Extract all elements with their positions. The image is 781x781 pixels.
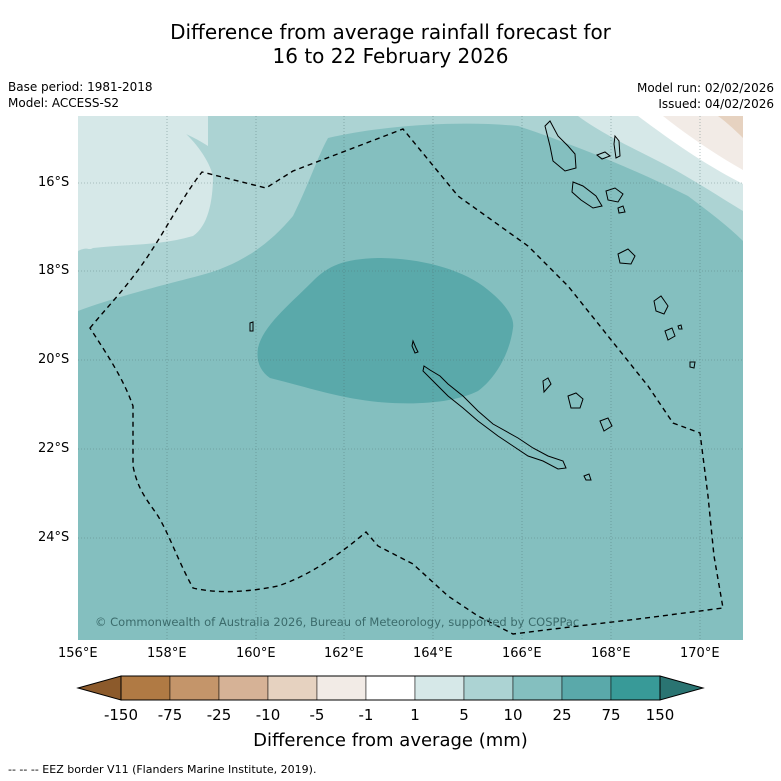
rainfall-map: © Commonwealth of Australia 2026, Bureau… [78, 116, 743, 640]
lon-tick-170e: 170°E [680, 646, 720, 661]
lat-tick-20s: 20°S [38, 352, 69, 367]
lat-tick-18s: 18°S [38, 263, 69, 278]
colorbar-segment [611, 676, 660, 700]
lon-tick-168e: 168°E [591, 646, 631, 661]
lat-tick-16s: 16°S [38, 175, 69, 190]
colorbar-segment [268, 676, 317, 700]
colorbar [0, 670, 781, 710]
title-line-1: Difference from average rainfall forecas… [0, 20, 781, 44]
copyright-text: © Commonwealth of Australia 2026, Bureau… [95, 615, 579, 629]
colorbar-xlabel: Difference from average (mm) [0, 730, 781, 751]
colorbar-segment [317, 676, 366, 700]
lon-tick-156e: 156°E [58, 646, 98, 661]
colorbar-tick-label: 150 [640, 706, 680, 724]
lon-tick-160e: 160°E [236, 646, 276, 661]
colorbar-tick-label: -75 [150, 706, 190, 724]
issued-date: Issued: 04/02/2026 [658, 96, 774, 112]
colorbar-extend-high [660, 676, 703, 700]
lon-tick-158e: 158°E [147, 646, 187, 661]
lat-tick-22s: 22°S [38, 441, 69, 456]
colorbar-tick-label: -25 [199, 706, 239, 724]
model-run: Model run: 02/02/2026 [637, 80, 774, 96]
lon-tick-164e: 164°E [413, 646, 453, 661]
model-name: Model: ACCESS-S2 [8, 95, 119, 111]
base-period: Base period: 1981-2018 [8, 79, 153, 95]
lat-tick-24s: 24°S [38, 530, 69, 545]
colorbar-tick-label: -5 [297, 706, 337, 724]
colorbar-tick-label: 1 [395, 706, 435, 724]
colorbar-extend-low [78, 676, 121, 700]
colorbar-segment [170, 676, 219, 700]
colorbar-segment [415, 676, 464, 700]
colorbar-segment [366, 676, 415, 700]
lon-tick-166e: 166°E [502, 646, 542, 661]
colorbar-tick-label: -1 [346, 706, 386, 724]
title-line-2: 16 to 22 February 2026 [0, 44, 781, 68]
eez-footnote: -- -- -- EEZ border V11 (Flanders Marine… [8, 763, 316, 776]
colorbar-segment [121, 676, 170, 700]
colorbar-tick-label: 5 [444, 706, 484, 724]
colorbar-tick-label: 10 [493, 706, 533, 724]
colorbar-tick-label: -150 [101, 706, 141, 724]
colorbar-segment [513, 676, 562, 700]
colorbar-segment [562, 676, 611, 700]
colorbar-tick-label: -10 [248, 706, 288, 724]
colorbar-tick-label: 25 [542, 706, 582, 724]
lon-tick-162e: 162°E [324, 646, 364, 661]
colorbar-tick-label: 75 [591, 706, 631, 724]
colorbar-segment [219, 676, 268, 700]
colorbar-segment [464, 676, 513, 700]
